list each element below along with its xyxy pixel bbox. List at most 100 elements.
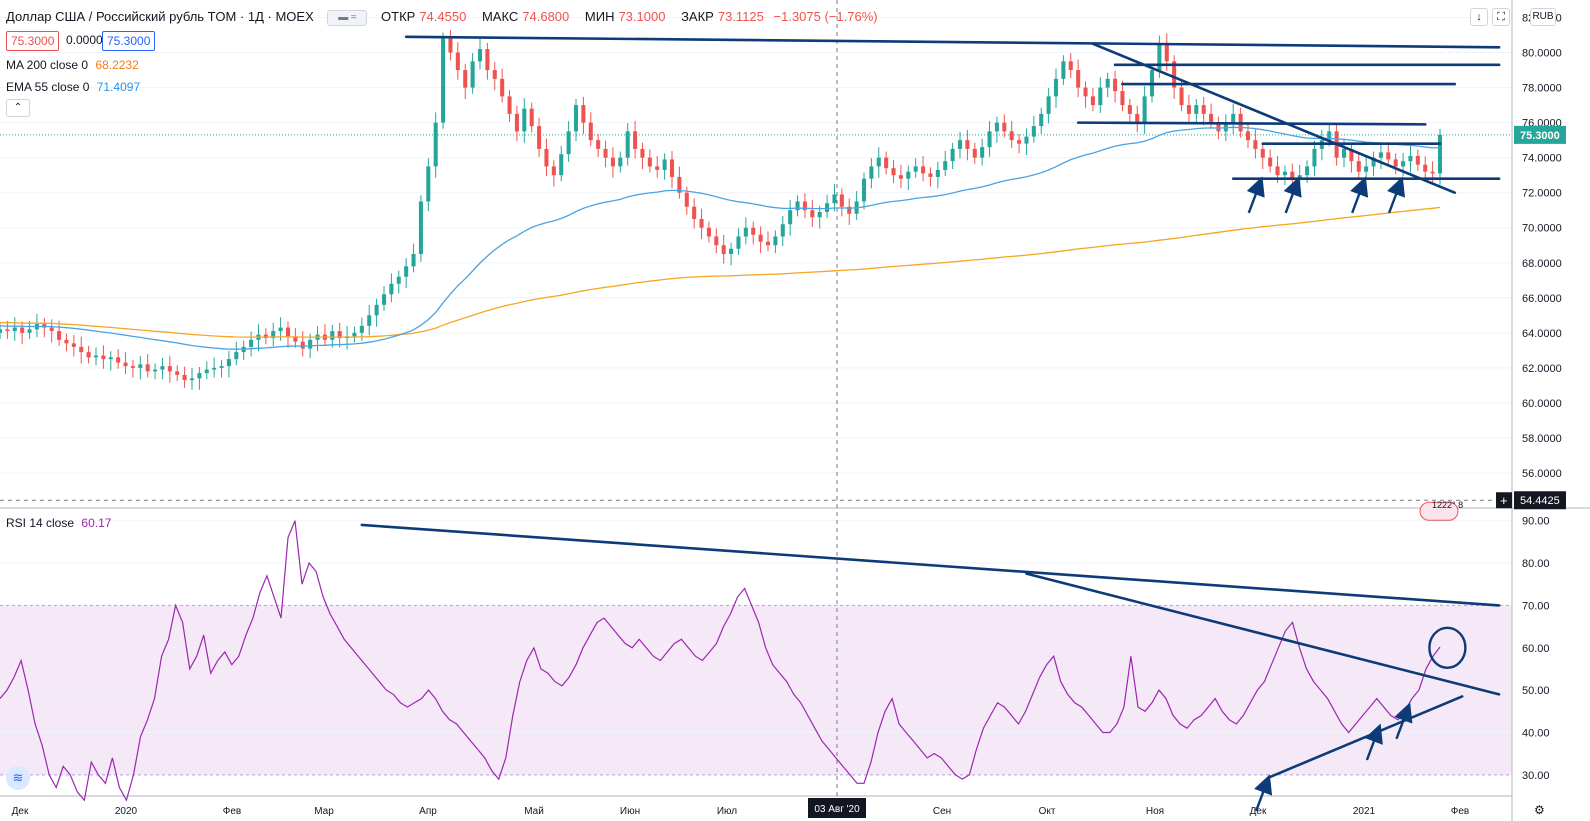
candle[interactable] [788,199,793,236]
candle[interactable] [1090,88,1095,112]
candle[interactable] [418,195,423,262]
candle[interactable] [780,215,785,247]
candle[interactable] [898,164,903,189]
candle[interactable] [130,359,135,378]
candle[interactable] [1415,149,1420,171]
candle[interactable] [596,134,601,157]
candle[interactable] [721,234,726,264]
candle[interactable] [396,270,401,294]
candle[interactable] [285,321,291,348]
candle[interactable] [93,347,99,366]
candle[interactable] [330,324,335,348]
candle[interactable] [891,159,896,184]
candle[interactable] [751,221,756,245]
candle[interactable] [928,167,933,187]
settings-gear-icon[interactable]: ⚙ [1534,803,1545,817]
candle[interactable] [1194,98,1199,124]
ask-price-box[interactable]: 75.3000 [102,31,156,51]
rsi-line[interactable] [0,520,1441,802]
candle[interactable] [1437,128,1443,185]
candle[interactable] [581,96,586,135]
candle[interactable] [204,361,209,380]
candle[interactable] [1061,55,1066,85]
time-axis[interactable]: Дек2020ФевМарАпрМайИюнИюлАвгСенОктНояДек… [12,798,1545,818]
candle[interactable] [1371,151,1376,177]
candle[interactable] [42,317,47,338]
candle[interactable] [1120,80,1125,112]
candle[interactable] [86,345,91,364]
candle[interactable] [884,151,889,175]
candle[interactable] [507,90,512,122]
fullscreen-icon[interactable]: ⛶ [1492,8,1510,26]
candle[interactable] [1201,96,1206,126]
candle[interactable] [1312,140,1317,177]
candle[interactable] [1068,53,1073,78]
candle[interactable] [876,147,881,178]
candle[interactable] [1393,153,1398,175]
candle[interactable] [839,188,844,217]
trendline[interactable] [404,35,1501,49]
candle[interactable] [980,138,985,166]
candle[interactable] [352,326,357,343]
candle[interactable] [522,98,527,143]
candle[interactable] [861,172,867,210]
candle[interactable] [566,121,571,163]
ema55-legend[interactable]: EMA 55 close 0 71.4097 [6,80,144,94]
candle[interactable] [108,351,113,371]
candle[interactable] [470,53,475,94]
candle[interactable] [20,321,25,345]
legend-toggle-button[interactable]: ▬ ≈ [327,9,368,26]
scroll-down-icon[interactable]: ↓ [1470,8,1488,26]
candle[interactable] [477,38,483,70]
candle[interactable] [1053,68,1059,108]
candlestick-series[interactable] [0,30,1443,390]
candle[interactable] [640,142,645,170]
candle[interactable] [655,156,660,178]
candle[interactable] [714,228,719,254]
candle[interactable] [263,328,268,345]
candle[interactable] [234,341,239,366]
trendline[interactable] [1091,42,1457,194]
candle[interactable] [197,366,202,390]
candle[interactable] [0,323,3,339]
candle[interactable] [950,142,955,170]
candle[interactable] [965,129,970,161]
candle[interactable] [1017,134,1022,154]
candle[interactable] [57,320,62,346]
candle[interactable] [226,350,231,378]
candle[interactable] [1186,94,1191,122]
ma200-legend[interactable]: MA 200 close 0 68.2232 [6,58,143,72]
candle[interactable] [773,230,778,254]
candle[interactable] [743,217,748,245]
candle[interactable] [271,322,276,346]
candle[interactable] [337,322,342,348]
candle[interactable] [677,166,682,199]
candle[interactable] [913,158,918,178]
candle[interactable] [175,365,180,381]
candle[interactable] [957,131,963,159]
candle[interactable] [138,356,143,380]
candle[interactable] [906,165,911,191]
candle[interactable] [212,357,217,378]
candle[interactable] [1231,103,1236,135]
candle[interactable] [249,331,254,357]
candle[interactable] [1105,72,1110,98]
trendline[interactable] [1025,572,1501,696]
candle[interactable] [1356,152,1361,178]
candle[interactable] [1046,88,1051,124]
candle[interactable] [817,205,822,229]
candle[interactable] [802,193,807,219]
candle[interactable] [404,258,409,289]
candle[interactable] [1076,59,1081,98]
candle[interactable] [500,68,505,103]
collapse-legend-button[interactable]: ⌃ [6,99,30,117]
candle[interactable] [847,198,852,226]
trendline[interactable] [360,523,1501,607]
candle[interactable] [551,160,556,187]
candle[interactable] [448,30,453,61]
candle[interactable] [293,328,298,348]
candle[interactable] [1364,156,1369,180]
symbol-title[interactable]: Доллар США / Российский рубль TOM · 1Д ·… [6,9,314,24]
candle[interactable] [625,123,630,166]
